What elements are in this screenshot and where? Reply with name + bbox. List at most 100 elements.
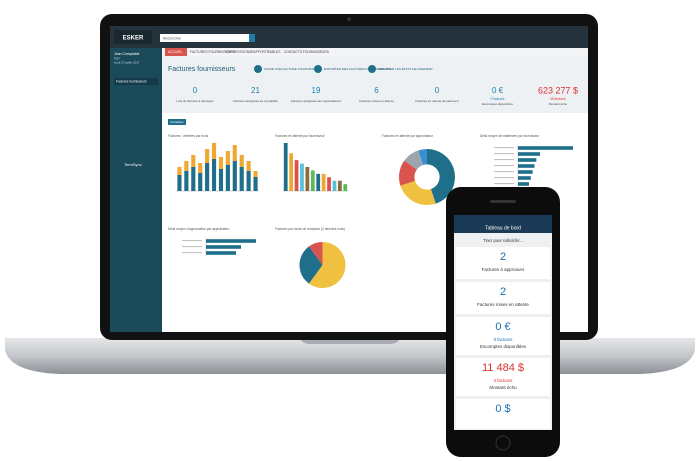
kpi-sub: 0 factures [491,97,505,101]
sidebar-section[interactable] [114,78,158,85]
chart-title: Délai moyen de traitement par fournisseu… [480,134,540,138]
kpi-value[interactable]: 0 [193,86,198,95]
action-label[interactable]: EXPORTER DES FACTURES FOURNISSEURS [324,67,391,71]
kpi-value[interactable]: 19 [312,86,321,95]
label-placeholder [182,252,202,254]
card-label: Escomptes disponibles [480,344,527,349]
phone-header-bar [454,222,552,233]
kpi-label: Montant échu [549,102,568,106]
bar [343,184,348,191]
label-placeholder [494,171,514,173]
nav-active [165,48,187,56]
bar-segment [198,173,203,191]
phone-home[interactable] [495,435,511,451]
bar-segment [177,167,182,175]
kpi-label: Factures en attente de paiement [415,99,458,103]
bar [518,146,573,150]
logo: ESKER [123,36,144,42]
bar [206,239,256,243]
search-box[interactable] [160,34,255,42]
bar [206,251,236,255]
kpi-label: Lots de factures à découper [176,99,213,103]
bar-segment [239,167,244,191]
user-date: lundi 27 juillet 2017 [114,60,140,64]
pull-to-refresh: Tirez pour rafraîchir... [483,238,523,243]
bar-segment [211,143,217,159]
bar-segment [253,171,258,177]
label-placeholder [182,246,202,248]
bar [518,182,529,186]
card-value: 0 € [495,321,510,333]
user-name: Jean Comptable [114,52,140,56]
kpi-label: Factures assignées au comptable [233,99,278,103]
action-icon[interactable] [368,65,376,73]
action-icon[interactable] [254,65,262,73]
phone-card[interactable] [456,247,550,279]
phone-card[interactable] [456,317,550,355]
chart-title: Factures : vérifiées par mois [168,134,208,138]
bar [518,158,537,162]
chart-title: Factures en attente par fournisseur [275,134,326,138]
phone-card[interactable] [456,399,550,429]
bar-segment [184,161,189,171]
camera [347,17,351,21]
card-value: 2 [500,286,506,298]
bar [321,173,326,191]
bar-segment [225,165,230,191]
search-button[interactable] [249,34,255,42]
nav-tab[interactable]: RAPPORTS [251,50,270,54]
kpi-value[interactable]: 6 [374,86,379,95]
kpi-label: Factures mises en attente [359,99,394,103]
nav-tab[interactable]: FACTURES FOURNISSEURS [190,50,235,54]
bar [294,160,299,191]
bar [518,176,531,180]
phone-card[interactable] [456,358,550,396]
chart-title: Factures en attente par approbateur [382,134,434,138]
kpi-value[interactable]: 21 [251,86,260,95]
action-label[interactable]: IMPORTER LES ÉTATS DE PAIEMENT [378,66,433,71]
bar [305,167,310,191]
donut-hole [414,164,440,190]
kpi-value[interactable]: 623 277 $ [538,85,578,95]
nav-tab[interactable]: ACCUEIL [168,50,182,54]
bar-segment [239,155,244,167]
card-label: Factures à approuver [482,267,525,272]
kpi-sub: 45 factures [550,97,566,101]
kpi-value[interactable]: 0 [435,86,440,95]
nav-tab[interactable]: TABLES [268,50,281,54]
label-placeholder [494,153,514,155]
bar [518,164,535,168]
action-icon[interactable] [314,65,322,73]
pie-slice [308,242,323,265]
bar [289,153,294,191]
label-placeholder [494,165,514,167]
nav-tab[interactable]: CONTACTS FOURNISSEURS [284,50,330,54]
bar-segment [232,145,237,161]
refresh-button[interactable] [168,119,186,125]
bar-segment [205,149,210,163]
user-role: P2P [114,56,120,60]
bar-segment [177,175,182,191]
card-value: 2 [500,251,506,263]
bar [337,180,342,191]
pie-slice [308,242,346,288]
action-label[interactable]: SAISIR UNE FACTURE FOURNISSEUR [264,67,321,71]
bar [332,180,337,191]
label-placeholder [182,240,202,242]
card-value: 0 $ [495,403,510,415]
header-band [162,56,588,113]
kpi-label: Escomptes disponibles [482,102,513,106]
nav-tab[interactable]: EXPORTATIONS [226,50,252,54]
phone-card[interactable] [456,282,550,314]
bar [310,170,315,191]
search-placeholder: Rechercher [163,36,182,40]
bar [283,143,288,191]
kpi-value[interactable]: 0 € [492,86,504,95]
sidebar-section-label: Factures fournisseurs [116,79,147,83]
card-label: Factures mises en attente [477,302,529,307]
status-bar [454,215,552,222]
bar-segment [191,167,196,191]
bar-segment [253,177,258,191]
